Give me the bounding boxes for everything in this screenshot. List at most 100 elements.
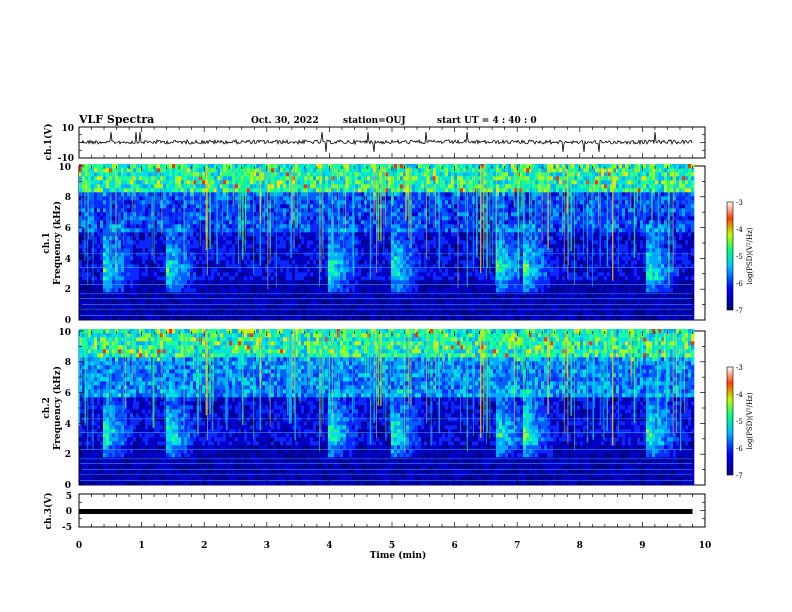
ch1-spectrogram-cell: [118, 280, 122, 285]
ch1-spectrogram-cell: [388, 284, 392, 289]
ch1-spectrogram-cell: [664, 248, 668, 253]
ch1-spectrogram-cell: [613, 304, 617, 309]
ch1-spectrogram-cell: [427, 312, 431, 317]
ch1-spectrogram-cell: [235, 316, 239, 321]
ch1-spectrogram-cell: [142, 300, 146, 305]
ch1-spectrogram-cell: [175, 236, 179, 241]
ch1-spectrogram-cell: [364, 304, 368, 309]
ch1-spectrogram-cell: [346, 272, 350, 277]
ch1-spectrogram-cell: [529, 268, 533, 273]
ch1-spectrogram-cell: [643, 236, 647, 241]
ch1-spectrogram-cell: [220, 232, 224, 237]
ch1-spectrogram-cell: [115, 240, 119, 245]
ch1-spectrogram-cell: [445, 228, 449, 233]
ch1-spectrogram-cell: [463, 300, 467, 305]
ch1-spectrogram-cell: [319, 308, 323, 313]
ch1-spectrogram-cell: [403, 284, 407, 289]
ch1-spectrogram-cell: [463, 268, 467, 273]
ch1-spectrogram-cell: [241, 288, 245, 293]
ch1-spectrogram-cell: [307, 232, 311, 237]
ch1-spectrogram-cell: [568, 272, 572, 277]
ch1-spectrogram-cell: [469, 248, 473, 253]
ch1-spectrogram-cell: [406, 288, 410, 293]
ch1-spectrogram-cell: [196, 300, 200, 305]
ch1-spectrogram-cell: [190, 224, 194, 229]
ch1-spectrogram-cell: [394, 300, 398, 305]
ch1-spectrogram-cell: [559, 224, 563, 229]
ch1-spectrogram-cell: [88, 272, 92, 277]
ch1-spectrogram-cell: [217, 260, 221, 265]
ch1-spectrogram-cell: [394, 288, 398, 293]
ch1-spectrogram-cell: [595, 236, 599, 241]
ch1-spectrogram-cell: [88, 284, 92, 289]
ch1-spectrogram-cell: [454, 224, 458, 229]
ch1-spectrogram-cell: [553, 276, 557, 281]
ch1-spectrogram-cell: [181, 276, 185, 281]
ch1-spectrogram-cell: [532, 300, 536, 305]
ch1-spectrogram-cell: [286, 276, 290, 281]
ch1-spectrogram-cell: [586, 236, 590, 241]
ch1-spectrogram-cell: [343, 284, 347, 289]
ch1-spectrogram-cell: [469, 244, 473, 249]
ch1-spectrogram-cell: [520, 300, 524, 305]
ch1-spectrogram-cell: [526, 236, 530, 241]
ch1-spectrogram-cell: [196, 268, 200, 273]
ch1-spectrogram-cell: [583, 304, 587, 309]
ch1-spectrogram-cell: [577, 312, 581, 317]
ch1-spectrogram-cell: [565, 268, 569, 273]
ch1-spectrogram-cell: [685, 240, 689, 245]
ch1-spectrogram-cell: [313, 276, 317, 281]
ch1-spectrogram-cell: [211, 248, 215, 253]
ch1-spectrogram-cell: [490, 224, 494, 229]
ch1-spectrogram-cell: [94, 316, 98, 321]
ch1-spectrogram-cell: [676, 256, 680, 261]
ch1-spectrogram-cell: [529, 224, 533, 229]
ch1-spectrogram-cell: [535, 308, 539, 313]
ch1-spectrogram-cell: [685, 228, 689, 233]
ch1-spectrogram-cell: [310, 312, 314, 317]
ch1-spectrogram-cell: [184, 308, 188, 313]
ch1-spectrogram-cell: [601, 264, 605, 269]
ch1-spectrogram-cell: [664, 264, 668, 269]
ch1-spectrogram-cell: [529, 256, 533, 261]
ch1-spectrogram-cell: [211, 268, 215, 273]
ch1-spectrogram-cell: [448, 280, 452, 285]
ch1-spectrogram-cell: [247, 300, 251, 305]
ch1-spectrogram-cell: [637, 300, 641, 305]
ch1-spectrogram-cell: [121, 308, 125, 313]
ch1-spectrogram-cell: [181, 280, 185, 285]
ch1-spectrogram-cell: [205, 272, 209, 277]
ch1-spectrogram-cell: [340, 312, 344, 317]
ch1-spectrogram-cell: [157, 284, 161, 289]
ch1-spectrogram-cell: [598, 236, 602, 241]
ch1-spectrogram-cell: [538, 300, 542, 305]
ch1-spectrogram-cell: [430, 248, 434, 253]
ch1-spectrogram-cell: [439, 316, 443, 321]
ch1-spectrogram-cell: [550, 308, 554, 313]
ch1-spectrogram-cell: [445, 288, 449, 293]
ch1-spectrogram-cell: [190, 240, 194, 245]
ch1-spectrogram-cell: [580, 228, 584, 233]
ch1-spectrogram-cell: [148, 260, 152, 265]
ch1-spectrogram-cell: [430, 276, 434, 281]
ch1-spectrogram-cell: [157, 276, 161, 281]
ch1-spectrogram-cell: [211, 236, 215, 241]
ch1-spectrogram-cell: [286, 308, 290, 313]
ch1-spectrogram-cell: [160, 236, 164, 241]
ch1-spectrogram-cell: [541, 256, 545, 261]
ch1-spectrogram-cell: [103, 264, 107, 269]
ch1-spectrogram-cell: [394, 264, 398, 269]
ch1-spectrogram-cell: [649, 316, 653, 321]
ch1-spectrogram-cell: [625, 312, 629, 317]
ch1-spectrogram-cell: [142, 264, 146, 269]
ch1-spectrogram-cell: [454, 316, 458, 321]
ch1-spectrogram-cell: [298, 288, 302, 293]
ch1-spectrogram-cell: [166, 268, 170, 273]
ch1-spectrogram-cell: [346, 232, 350, 237]
ch1-spectrogram-cell: [304, 260, 308, 265]
ch1-spectrogram-cell: [310, 268, 314, 273]
ch1-spectrogram-cell: [100, 260, 104, 265]
ch1-spectrogram-cell: [82, 236, 86, 241]
ch1-spectrogram-cell: [130, 244, 134, 249]
ch1-spectrogram-cell: [496, 288, 500, 293]
